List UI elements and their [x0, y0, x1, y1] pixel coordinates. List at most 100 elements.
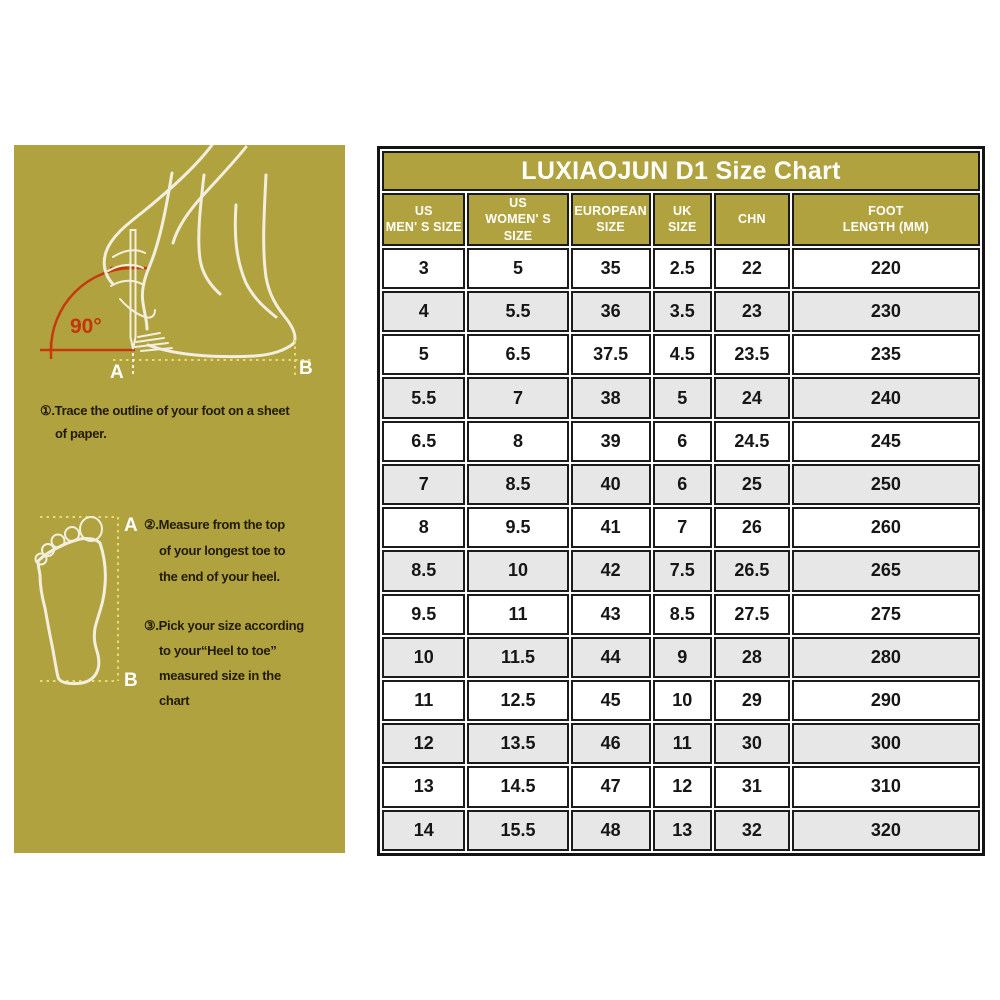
size-cell: 37.5: [570, 334, 651, 376]
size-cell: 27.5: [713, 593, 790, 635]
size-cell: 280: [791, 636, 980, 678]
column-header: US WOMEN' S SIZE: [467, 193, 569, 246]
size-cell: 245: [791, 420, 980, 462]
size-cell: 6: [652, 420, 712, 462]
size-cell: 11: [467, 593, 569, 635]
table-row: 5 6.5 37.5 4.5 23.5 235: [382, 334, 980, 376]
table-row: 10 11.5 44 9 28 280: [382, 636, 980, 678]
column-header-row: US MEN' S SIZE US WOMEN' S SIZE EUROPEAN S…: [382, 193, 980, 246]
column-header: FOOT LENGTH (MM): [791, 193, 980, 246]
size-cell: 48: [570, 809, 651, 851]
table-row: 8.5 10 42 7.5 26.5 265: [382, 550, 980, 592]
size-cell: 25: [713, 463, 790, 506]
size-cell: 38: [570, 377, 651, 419]
foot-tracing-illustration: 90° A: [40, 145, 313, 383]
size-cell: 31: [713, 766, 790, 808]
size-cell: 22: [713, 247, 790, 289]
size-cell: 46: [570, 723, 651, 765]
size-cell: 36: [570, 290, 651, 333]
size-cell: 5.5: [467, 290, 569, 333]
size-cell: 14: [382, 809, 466, 851]
size-cell: 32: [713, 809, 790, 851]
size-table-body: 3 5 35 2.5 22 220 4 5.5 36 3.5 23 230 5 6.5 37.5 4.5 23.…: [382, 247, 980, 851]
table-row: 11 12.5 45 10 29 290: [382, 679, 980, 722]
table-row: 7 8.5 40 6 25 250: [382, 463, 980, 506]
size-cell: 41: [570, 507, 651, 549]
title-row: LUXIAOJUN D1 Size Chart: [382, 151, 980, 191]
size-cell: 30: [713, 723, 790, 765]
table-row: 9.5 11 43 8.5 27.5 275: [382, 593, 980, 635]
size-cell: 8.5: [652, 593, 712, 635]
size-cell: 11: [652, 723, 712, 765]
size-cell: 7: [467, 377, 569, 419]
size-cell: 235: [791, 334, 980, 376]
size-cell: 24: [713, 377, 790, 419]
size-cell: 5: [652, 377, 712, 419]
pencil-icon: [129, 229, 137, 350]
column-header: CHN: [713, 193, 790, 246]
sole-point-a-label: A: [124, 515, 138, 536]
column-header: EUROPEAN SIZE: [570, 193, 651, 246]
size-cell: 26: [713, 507, 790, 549]
size-cell: 7: [382, 463, 466, 506]
size-table: LUXIAOJUN D1 Size Chart US MEN' S SIZE US…: [380, 149, 982, 853]
size-cell: 9.5: [467, 507, 569, 549]
size-cell: 23: [713, 290, 790, 333]
table-row: 8 9.5 41 7 26 260: [382, 507, 980, 549]
instruction-step-2: ②.Measure from the top of your longest t…: [144, 517, 286, 584]
size-cell: 12: [382, 723, 466, 765]
size-cell: 220: [791, 247, 980, 289]
size-cell: 300: [791, 723, 980, 765]
table-row: 5.5 7 38 5 24 240: [382, 377, 980, 419]
foot-sole-outline: [34, 516, 107, 686]
table-row: 6.5 8 39 6 24.5 245: [382, 420, 980, 462]
size-cell: 3.5: [652, 290, 712, 333]
size-cell: 13: [382, 766, 466, 808]
angle-arc: [49, 266, 134, 351]
size-cell: 8: [382, 507, 466, 549]
instruction-step-3: ③.Pick your size according to your“Heel …: [144, 618, 304, 708]
size-chart-title: LUXIAOJUN D1 Size Chart: [382, 151, 980, 191]
size-cell: 320: [791, 809, 980, 851]
size-cell: 23.5: [713, 334, 790, 376]
size-cell: 290: [791, 679, 980, 722]
size-cell: 10: [467, 550, 569, 592]
size-cell: 12.5: [467, 679, 569, 722]
size-cell: 11.5: [467, 636, 569, 678]
size-cell: 47: [570, 766, 651, 808]
size-cell: 275: [791, 593, 980, 635]
column-header: UK SIZE: [652, 193, 712, 246]
size-cell: 8: [467, 420, 569, 462]
size-cell: 45: [570, 679, 651, 722]
size-cell: 9.5: [382, 593, 466, 635]
size-cell: 15.5: [467, 809, 569, 851]
size-cell: 260: [791, 507, 980, 549]
size-cell: 28: [713, 636, 790, 678]
size-cell: 40: [570, 463, 651, 506]
hand-outline: [102, 145, 248, 319]
size-cell: 12: [652, 766, 712, 808]
size-cell: 6: [652, 463, 712, 506]
table-row: 14 15.5 48 13 32 320: [382, 809, 980, 851]
table-row: 3 5 35 2.5 22 220: [382, 247, 980, 289]
size-cell: 4.5: [652, 334, 712, 376]
size-cell: 240: [791, 377, 980, 419]
size-cell: 6.5: [382, 420, 466, 462]
size-cell: 10: [652, 679, 712, 722]
size-cell: 9: [652, 636, 712, 678]
size-cell: 42: [570, 550, 651, 592]
size-cell: 29: [713, 679, 790, 722]
size-cell: 230: [791, 290, 980, 333]
size-cell: 2.5: [652, 247, 712, 289]
size-cell: 24.5: [713, 420, 790, 462]
size-cell: 5.5: [382, 377, 466, 419]
table-row: 12 13.5 46 11 30 300: [382, 723, 980, 765]
foot-sole-illustration: A B: [34, 515, 138, 691]
size-cell: 310: [791, 766, 980, 808]
trace-point-b-label: B: [299, 358, 313, 379]
size-cell: 13.5: [467, 723, 569, 765]
size-cell: 13: [652, 809, 712, 851]
size-cell: 44: [570, 636, 651, 678]
table-row: 4 5.5 36 3.5 23 230: [382, 290, 980, 333]
sole-point-b-label: B: [124, 670, 138, 691]
